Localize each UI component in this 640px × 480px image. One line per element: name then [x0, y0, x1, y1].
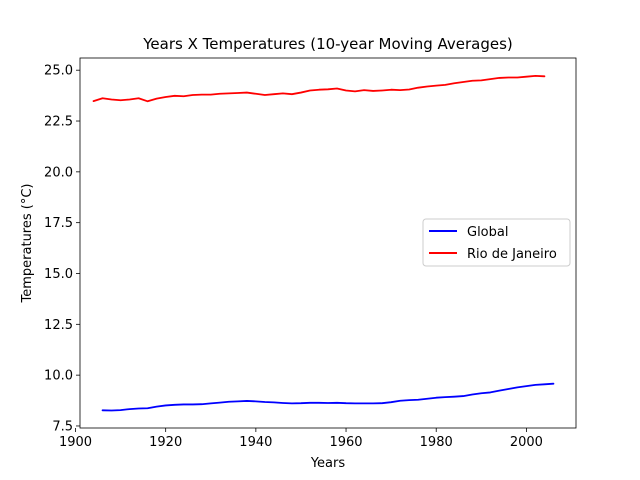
- y-tick-label: 20.0: [44, 165, 73, 180]
- x-tick-label: 1920: [149, 435, 182, 450]
- y-tick-label: 7.5: [52, 419, 73, 434]
- x-tick-label: 1900: [59, 435, 92, 450]
- plot-frame: [79, 57, 577, 429]
- x-tick-label: 1960: [329, 435, 362, 450]
- x-axis-ticks: 1900 1920 1940 1960 1980 2000: [59, 428, 543, 450]
- x-axis-title: Years: [310, 456, 346, 471]
- chart-title: Years X Temperatures (10-year Moving Ave…: [142, 35, 513, 53]
- series-line-rio-de-janeiro: [92, 74, 546, 103]
- y-tick-label: 22.5: [44, 115, 73, 130]
- legend: Global Rio de Janeiro: [422, 218, 571, 267]
- y-axis-title: Temperatures (°C): [20, 184, 35, 304]
- y-tick-label: 10.0: [44, 369, 73, 384]
- series-lines: [92, 74, 555, 412]
- x-tick-label: 1940: [239, 435, 272, 450]
- legend-box: [422, 218, 571, 267]
- x-tick-label: 2000: [510, 435, 543, 450]
- legend-label-rio-de-janeiro: Rio de Janeiro: [467, 247, 557, 262]
- series-line-global: [101, 382, 555, 412]
- y-tick-label: 25.0: [44, 64, 73, 79]
- legend-label-global: Global: [467, 225, 508, 240]
- y-axis-ticks: 7.5 10.0 12.5 15.0 17.5 20.0 22.5 25.0: [44, 64, 80, 434]
- y-tick-label: 15.0: [44, 267, 73, 282]
- x-tick-label: 1980: [420, 435, 453, 450]
- y-tick-label: 12.5: [44, 318, 73, 333]
- y-tick-label: 17.5: [44, 216, 73, 231]
